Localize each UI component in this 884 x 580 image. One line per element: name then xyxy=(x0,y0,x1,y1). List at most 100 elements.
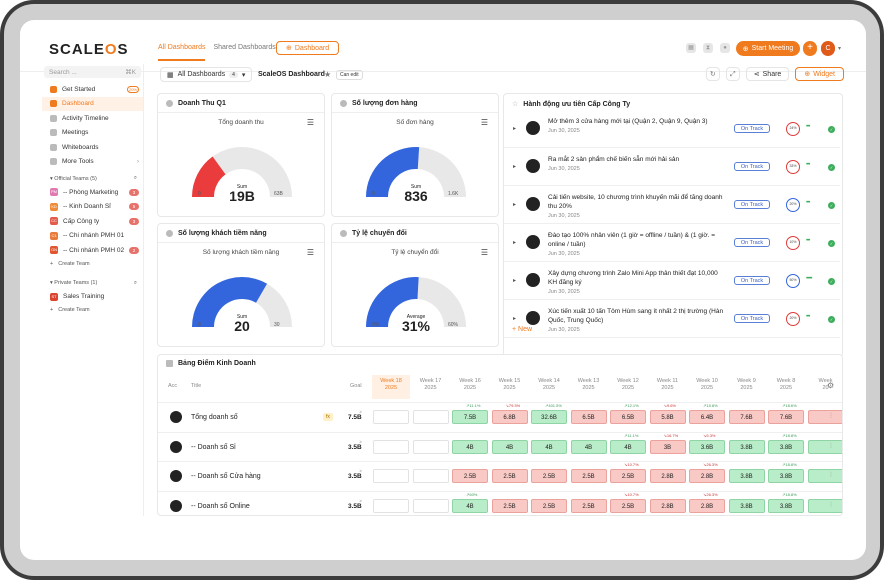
score-cell[interactable]: 5.8B xyxy=(649,410,686,424)
chevron-right-icon[interactable]: ▸ xyxy=(513,164,517,170)
score-cell[interactable]: 2.8B xyxy=(649,498,686,513)
score-cell[interactable]: 3.8B xyxy=(768,469,804,483)
chart-icon[interactable]: ⫶ xyxy=(830,413,832,420)
chevron-right-icon[interactable]: ▸ xyxy=(513,240,517,246)
chevron-right-icon[interactable]: ▸ xyxy=(513,202,517,208)
status-badge[interactable]: On Track xyxy=(734,200,770,209)
action-row[interactable]: ▸ Đào tạo 100% nhân viên (1 giờ = offlin… xyxy=(504,225,840,262)
score-cell[interactable]: 2.5B xyxy=(610,498,646,513)
action-row[interactable]: ▸ Xây dựng chương trình Zalo Mini App th… xyxy=(504,263,840,300)
sidebar-team-sales-training[interactable]: ST Sales Training xyxy=(50,292,105,301)
chevron-right-icon[interactable]: ▸ xyxy=(513,316,517,322)
action-row[interactable]: ▸ Xúc tiến xuất 10 tấn Tôm Hùm sang ít n… xyxy=(504,301,840,338)
status-badge[interactable]: On Track xyxy=(734,276,770,285)
score-cell[interactable] xyxy=(412,498,449,513)
add-widget-button[interactable]: ⊕ Widget xyxy=(795,67,844,81)
microphone-icon[interactable]: ● xyxy=(720,43,730,53)
create-team-button[interactable]: + Create Team xyxy=(50,260,90,267)
score-cell[interactable]: 2.8B xyxy=(649,469,686,483)
score-cell[interactable] xyxy=(807,410,842,424)
score-cell[interactable]: 6.4B xyxy=(689,410,725,424)
chevron-down-icon[interactable]: ▾ xyxy=(838,46,842,52)
check-icon[interactable]: ✓ xyxy=(828,164,835,171)
sidebar-team-1[interactable]: KD -- Kinh Doanh Sỉ 5 xyxy=(42,200,143,215)
score-cell[interactable]: 2.5B xyxy=(491,498,528,513)
menu-icon[interactable]: ☰ xyxy=(480,248,488,257)
score-cell[interactable]: 3.6B xyxy=(689,439,725,454)
sidebar-team-3[interactable]: C1 -- Chi nhánh PMH 01 xyxy=(50,231,125,240)
score-cell[interactable]: 2.5B xyxy=(570,469,607,483)
sidebar-team-4[interactable]: ON -- Chi nhánh PMH 02 2 xyxy=(42,243,143,258)
score-cell[interactable]: 3.8B xyxy=(728,439,765,454)
score-cell[interactable]: 2.8B xyxy=(689,498,725,513)
sidebar-item-activity-timeline[interactable]: Activity Timeline xyxy=(42,111,143,126)
score-cell[interactable] xyxy=(373,410,409,424)
sidebar-item-meetings[interactable]: Meetings xyxy=(42,126,143,141)
score-cell[interactable]: 3.8B xyxy=(768,498,804,513)
logo[interactable]: SCALEOS xyxy=(49,41,129,58)
status-badge[interactable]: On Track xyxy=(734,124,770,133)
chevron-right-icon[interactable]: ▸ xyxy=(513,126,517,132)
action-row[interactable]: ▸ Ra mắt 2 sản phẩm chế biến sẵn mới hải… xyxy=(504,149,840,186)
search-icon[interactable]: ⌕ xyxy=(133,175,137,181)
score-cell[interactable]: 2.5B xyxy=(531,469,567,483)
search-icon[interactable]: ⌕ xyxy=(133,279,137,286)
refresh-icon[interactable]: ↻ xyxy=(705,67,720,81)
menu-icon[interactable]: ☰ xyxy=(306,248,314,257)
gear-icon[interactable]: ⚙ xyxy=(827,381,835,390)
chevron-right-icon[interactable]: ▸ xyxy=(513,278,517,284)
fullscreen-icon[interactable]: ⤢ xyxy=(725,67,740,81)
search-input[interactable]: Search ... ⌘K xyxy=(44,66,141,78)
score-cell[interactable]: 7.6B xyxy=(728,410,765,424)
score-cell[interactable]: 3.8B xyxy=(728,469,765,483)
check-icon[interactable]: ✓ xyxy=(828,278,835,285)
score-cell[interactable]: 2.5B xyxy=(570,498,607,513)
official-teams-header[interactable]: ▾ Official Teams (5) ⌕ xyxy=(50,175,137,182)
menu-icon[interactable]: ☰ xyxy=(306,118,314,127)
score-cell[interactable]: 4B xyxy=(570,439,607,454)
score-cell[interactable] xyxy=(807,498,842,513)
share-button[interactable]: ⋖ Share xyxy=(745,67,790,81)
score-cell[interactable] xyxy=(373,498,409,513)
sidebar-item-dashboard[interactable]: Dashboard xyxy=(42,96,143,111)
check-icon[interactable]: ✓ xyxy=(828,202,835,209)
score-cell[interactable]: 2.5B xyxy=(452,469,488,483)
sidebar-item-whiteboards[interactable]: Whiteboards xyxy=(42,140,143,155)
metric-name[interactable]: -- Doanh số Cửa hàng xyxy=(191,473,261,480)
chart-icon[interactable]: ⫶ xyxy=(830,442,832,450)
menu-icon[interactable]: ☰ xyxy=(480,118,488,127)
score-cell[interactable]: 6.5B xyxy=(570,410,607,424)
score-cell[interactable]: 2.5B xyxy=(610,469,646,483)
dashboard-selector[interactable]: ▦ All Dashboards 4 ▾ xyxy=(160,67,253,82)
score-cell[interactable]: 3.8B xyxy=(728,498,765,513)
score-cell[interactable] xyxy=(373,439,409,454)
score-cell[interactable] xyxy=(412,439,449,454)
check-icon[interactable]: ✓ xyxy=(828,240,835,247)
score-cell[interactable]: 4B xyxy=(491,439,528,454)
score-cell[interactable] xyxy=(807,439,842,454)
create-team-button-private[interactable]: + Create Team xyxy=(50,307,90,313)
add-dashboard-button[interactable]: ⊕ Dashboard xyxy=(276,41,340,55)
star-icon[interactable]: ★ xyxy=(324,70,332,79)
score-cell[interactable]: 4B xyxy=(452,439,488,454)
score-cell[interactable]: 32.6B xyxy=(531,410,567,424)
score-cell[interactable]: 2.5B xyxy=(531,498,567,513)
score-cell[interactable]: 7.5B xyxy=(452,410,488,424)
chart-icon[interactable]: ⫶ xyxy=(830,501,832,509)
score-cell[interactable]: 7.6B xyxy=(768,410,804,424)
tab-all-dashboards[interactable]: All Dashboards xyxy=(158,44,206,61)
sidebar-item-more-tools[interactable]: More Tools › xyxy=(42,155,143,170)
status-badge[interactable]: On Track xyxy=(734,238,770,247)
status-badge[interactable]: On Track xyxy=(734,314,770,323)
action-row[interactable]: ▸ Mở thêm 3 cửa hàng mới tại (Quận 2, Qu… xyxy=(504,111,840,148)
sidebar-team-2[interactable]: CC Cấp Công ty 3 xyxy=(42,214,143,229)
create-plus-button[interactable]: + xyxy=(803,41,817,56)
chart-icon[interactable]: ⫶ xyxy=(830,472,832,479)
score-cell[interactable]: 6.8B xyxy=(491,410,528,424)
score-cell[interactable]: 2.8B xyxy=(689,469,725,483)
sidebar-item-get-started[interactable]: Get Started 20% xyxy=(42,82,143,97)
score-cell[interactable] xyxy=(373,469,409,483)
calendar-icon[interactable]: ▦ xyxy=(686,43,696,53)
score-cell[interactable] xyxy=(412,410,449,424)
metric-name[interactable]: Tổng doanh số xyxy=(191,414,238,421)
